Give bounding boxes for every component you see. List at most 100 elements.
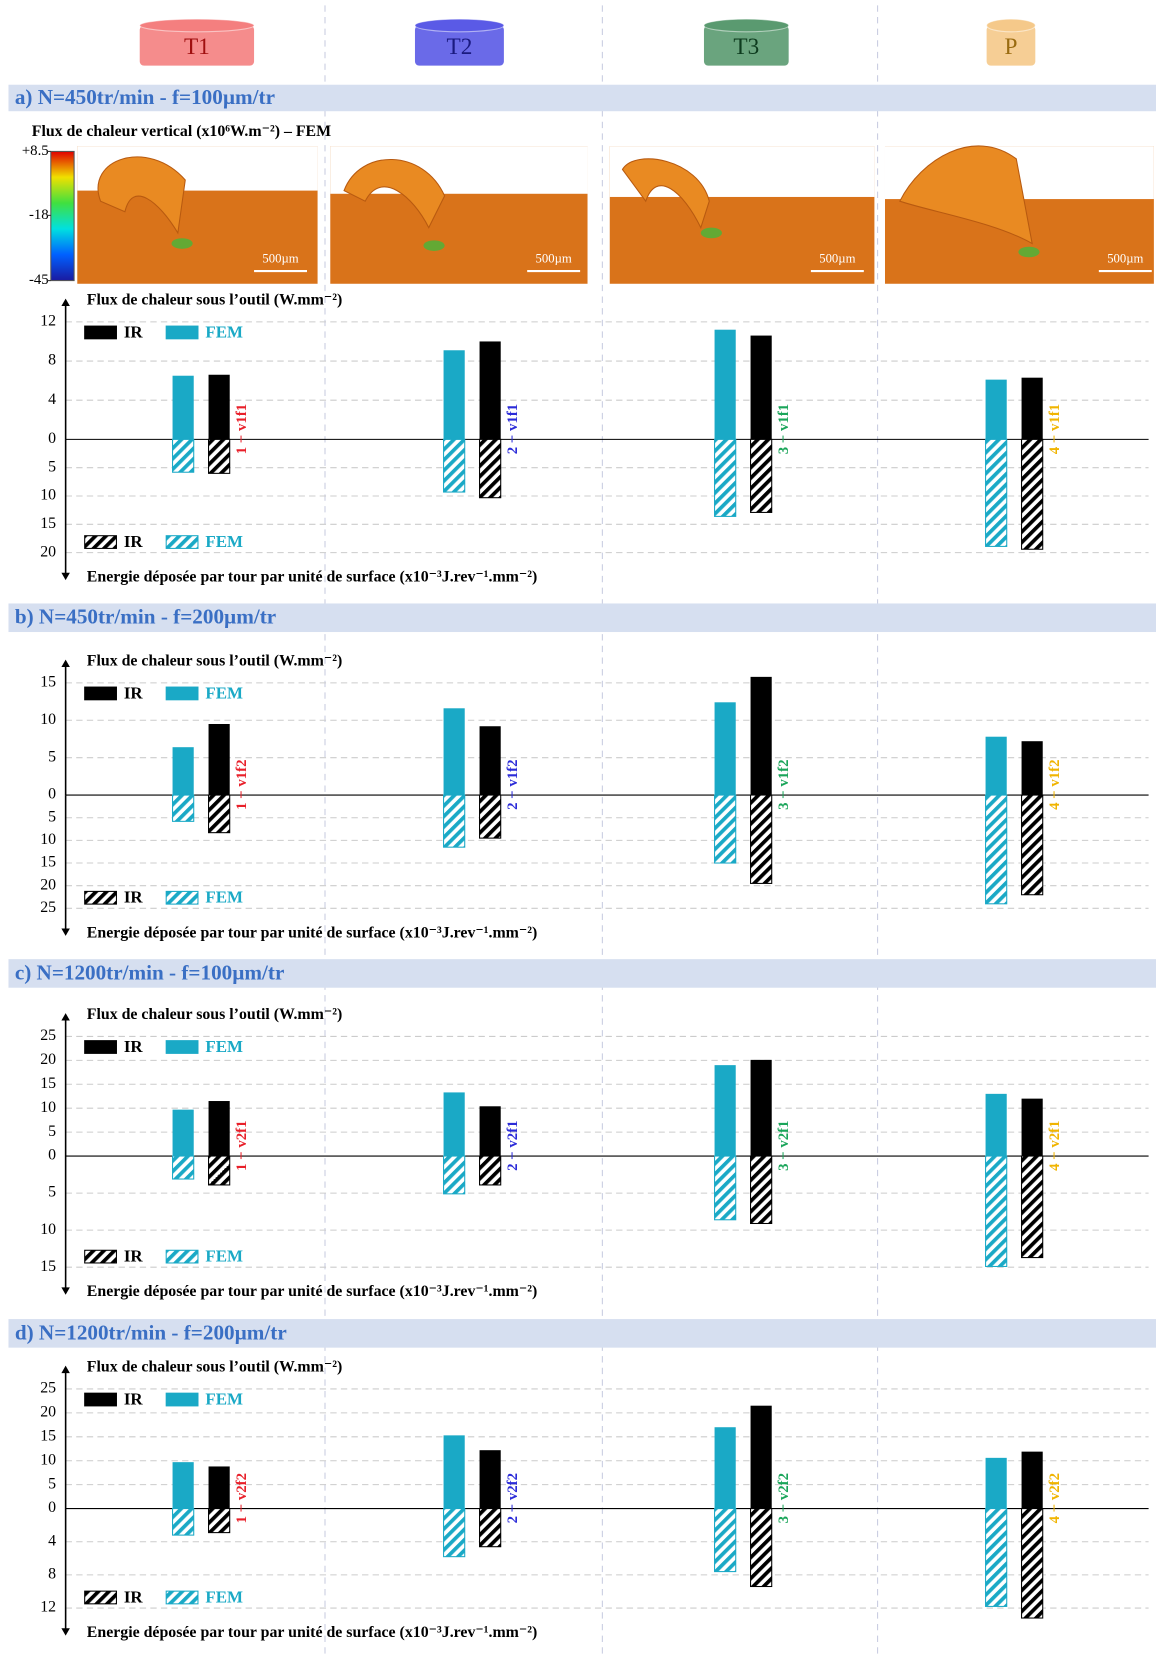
legend-swatch — [84, 1590, 117, 1605]
axis-arrow — [61, 1013, 70, 1021]
bar — [714, 1427, 736, 1509]
y-tick-label: 0 — [48, 786, 56, 803]
bar — [443, 1092, 465, 1157]
y-tick-label: 25 — [40, 1027, 56, 1044]
y-tick-label: 15 — [40, 1258, 56, 1275]
tool-top — [703, 18, 790, 33]
axis-arrow — [61, 298, 70, 306]
scale-label: 500µm — [819, 251, 855, 265]
y-tick-label: 10 — [40, 487, 56, 504]
bar — [443, 1155, 466, 1195]
tool-body — [703, 25, 789, 66]
bar — [479, 1508, 502, 1548]
legend-swatch — [165, 890, 199, 905]
y-tick-label: 15 — [40, 1075, 56, 1092]
bar — [172, 1462, 194, 1509]
axis-label: Energie déposée par tour par unité de su… — [87, 569, 538, 586]
bar — [985, 1457, 1007, 1509]
bar — [985, 794, 1008, 905]
bar — [750, 438, 773, 513]
legend-swatch — [165, 325, 199, 340]
separators — [324, 5, 879, 1657]
y-tick-label: 15 — [40, 515, 56, 532]
category-label: 3 − v2f1 — [776, 1120, 792, 1170]
bar — [985, 1093, 1007, 1157]
bar — [208, 1508, 231, 1534]
category-label: 1 − v2f2 — [234, 1473, 250, 1523]
panel-band — [8, 603, 1156, 633]
tool-body — [139, 25, 255, 66]
y-tick-label: 25 — [40, 899, 56, 916]
legend-swatch — [84, 686, 117, 701]
scale-label: 500µm — [262, 251, 298, 265]
y-tick-label: 12 — [40, 313, 56, 330]
legend-swatch — [84, 1249, 117, 1264]
bar — [479, 438, 502, 499]
scale-label: 500µm — [536, 251, 572, 265]
legend-label: IR — [124, 532, 144, 551]
y-tick-label: 4 — [48, 391, 56, 408]
y-tick-label: 5 — [48, 1184, 56, 1201]
bar — [1021, 741, 1043, 796]
tool-top — [986, 18, 1036, 33]
fem-title: Flux de chaleur vertical (x10⁶W.m⁻²) – F… — [32, 123, 331, 140]
legend-label: FEM — [205, 1389, 243, 1408]
bar — [208, 438, 231, 474]
bar — [443, 794, 466, 848]
tool-body — [986, 25, 1036, 66]
bar — [208, 1101, 230, 1157]
bar — [208, 1466, 230, 1509]
axis-arrow — [61, 928, 70, 936]
y-tick-label: 5 — [48, 808, 56, 825]
legend-swatch — [165, 686, 199, 701]
bar — [172, 794, 195, 822]
bar — [479, 341, 501, 440]
y-tick-label: 8 — [48, 352, 56, 369]
category-label: 2 − v1f2 — [505, 759, 521, 809]
y-tick-label: 10 — [40, 1221, 56, 1238]
legend-label: IR — [124, 888, 144, 907]
y-tick-label: 0 — [48, 1147, 56, 1164]
legend-swatch — [84, 1040, 117, 1054]
bar — [750, 794, 773, 884]
bar — [1021, 1155, 1044, 1259]
bar — [172, 1508, 195, 1536]
category-label: 2 − v2f2 — [505, 1473, 521, 1523]
legend-swatch — [165, 1040, 199, 1054]
axis-arrow — [61, 1365, 70, 1374]
y-tick-label: 5 — [48, 1123, 56, 1140]
y-tick-label: 0 — [48, 1499, 56, 1516]
bar — [1021, 438, 1044, 550]
tool-label: T1 — [184, 34, 210, 60]
y-tick-label: 15 — [40, 673, 56, 690]
y-tick-label: 25 — [40, 1380, 56, 1397]
axis-label: Energie déposée par tour par unité de su… — [87, 924, 538, 941]
bar — [985, 736, 1007, 796]
y-tick-label: 5 — [48, 748, 56, 765]
colorbar-label: +8.5 — [22, 143, 49, 159]
tool-top — [139, 18, 255, 33]
category-label: 4 − v2f1 — [1047, 1120, 1063, 1170]
y-tick-label: 20 — [40, 543, 56, 560]
bar — [1021, 794, 1044, 896]
legend-label: IR — [124, 1389, 144, 1408]
panel-title: b) N=450tr/min - f=200µm/tr — [15, 605, 276, 629]
panel-title: c) N=1200tr/min - f=100µm/tr — [15, 960, 285, 984]
axis-label: Flux de chaleur sous l’outil (W.mm⁻²) — [87, 1006, 342, 1023]
legend-label: IR — [124, 683, 144, 702]
bar — [750, 1508, 773, 1588]
bar — [750, 676, 772, 796]
bar — [479, 1450, 501, 1509]
legend-swatch — [165, 1249, 199, 1264]
y-tick-label: 10 — [40, 1451, 56, 1468]
panel-title: d) N=1200tr/min - f=200µm/tr — [15, 1320, 287, 1344]
legend-label: FEM — [205, 1247, 243, 1266]
y-tick-label: 12 — [40, 1599, 56, 1616]
colorbar-label: -45 — [29, 272, 49, 288]
legend-swatch — [165, 1590, 199, 1605]
category-label: 1 − v1f2 — [234, 759, 250, 809]
y-tick-label: 15 — [40, 1427, 56, 1444]
y-tick-label: 20 — [40, 1404, 56, 1421]
